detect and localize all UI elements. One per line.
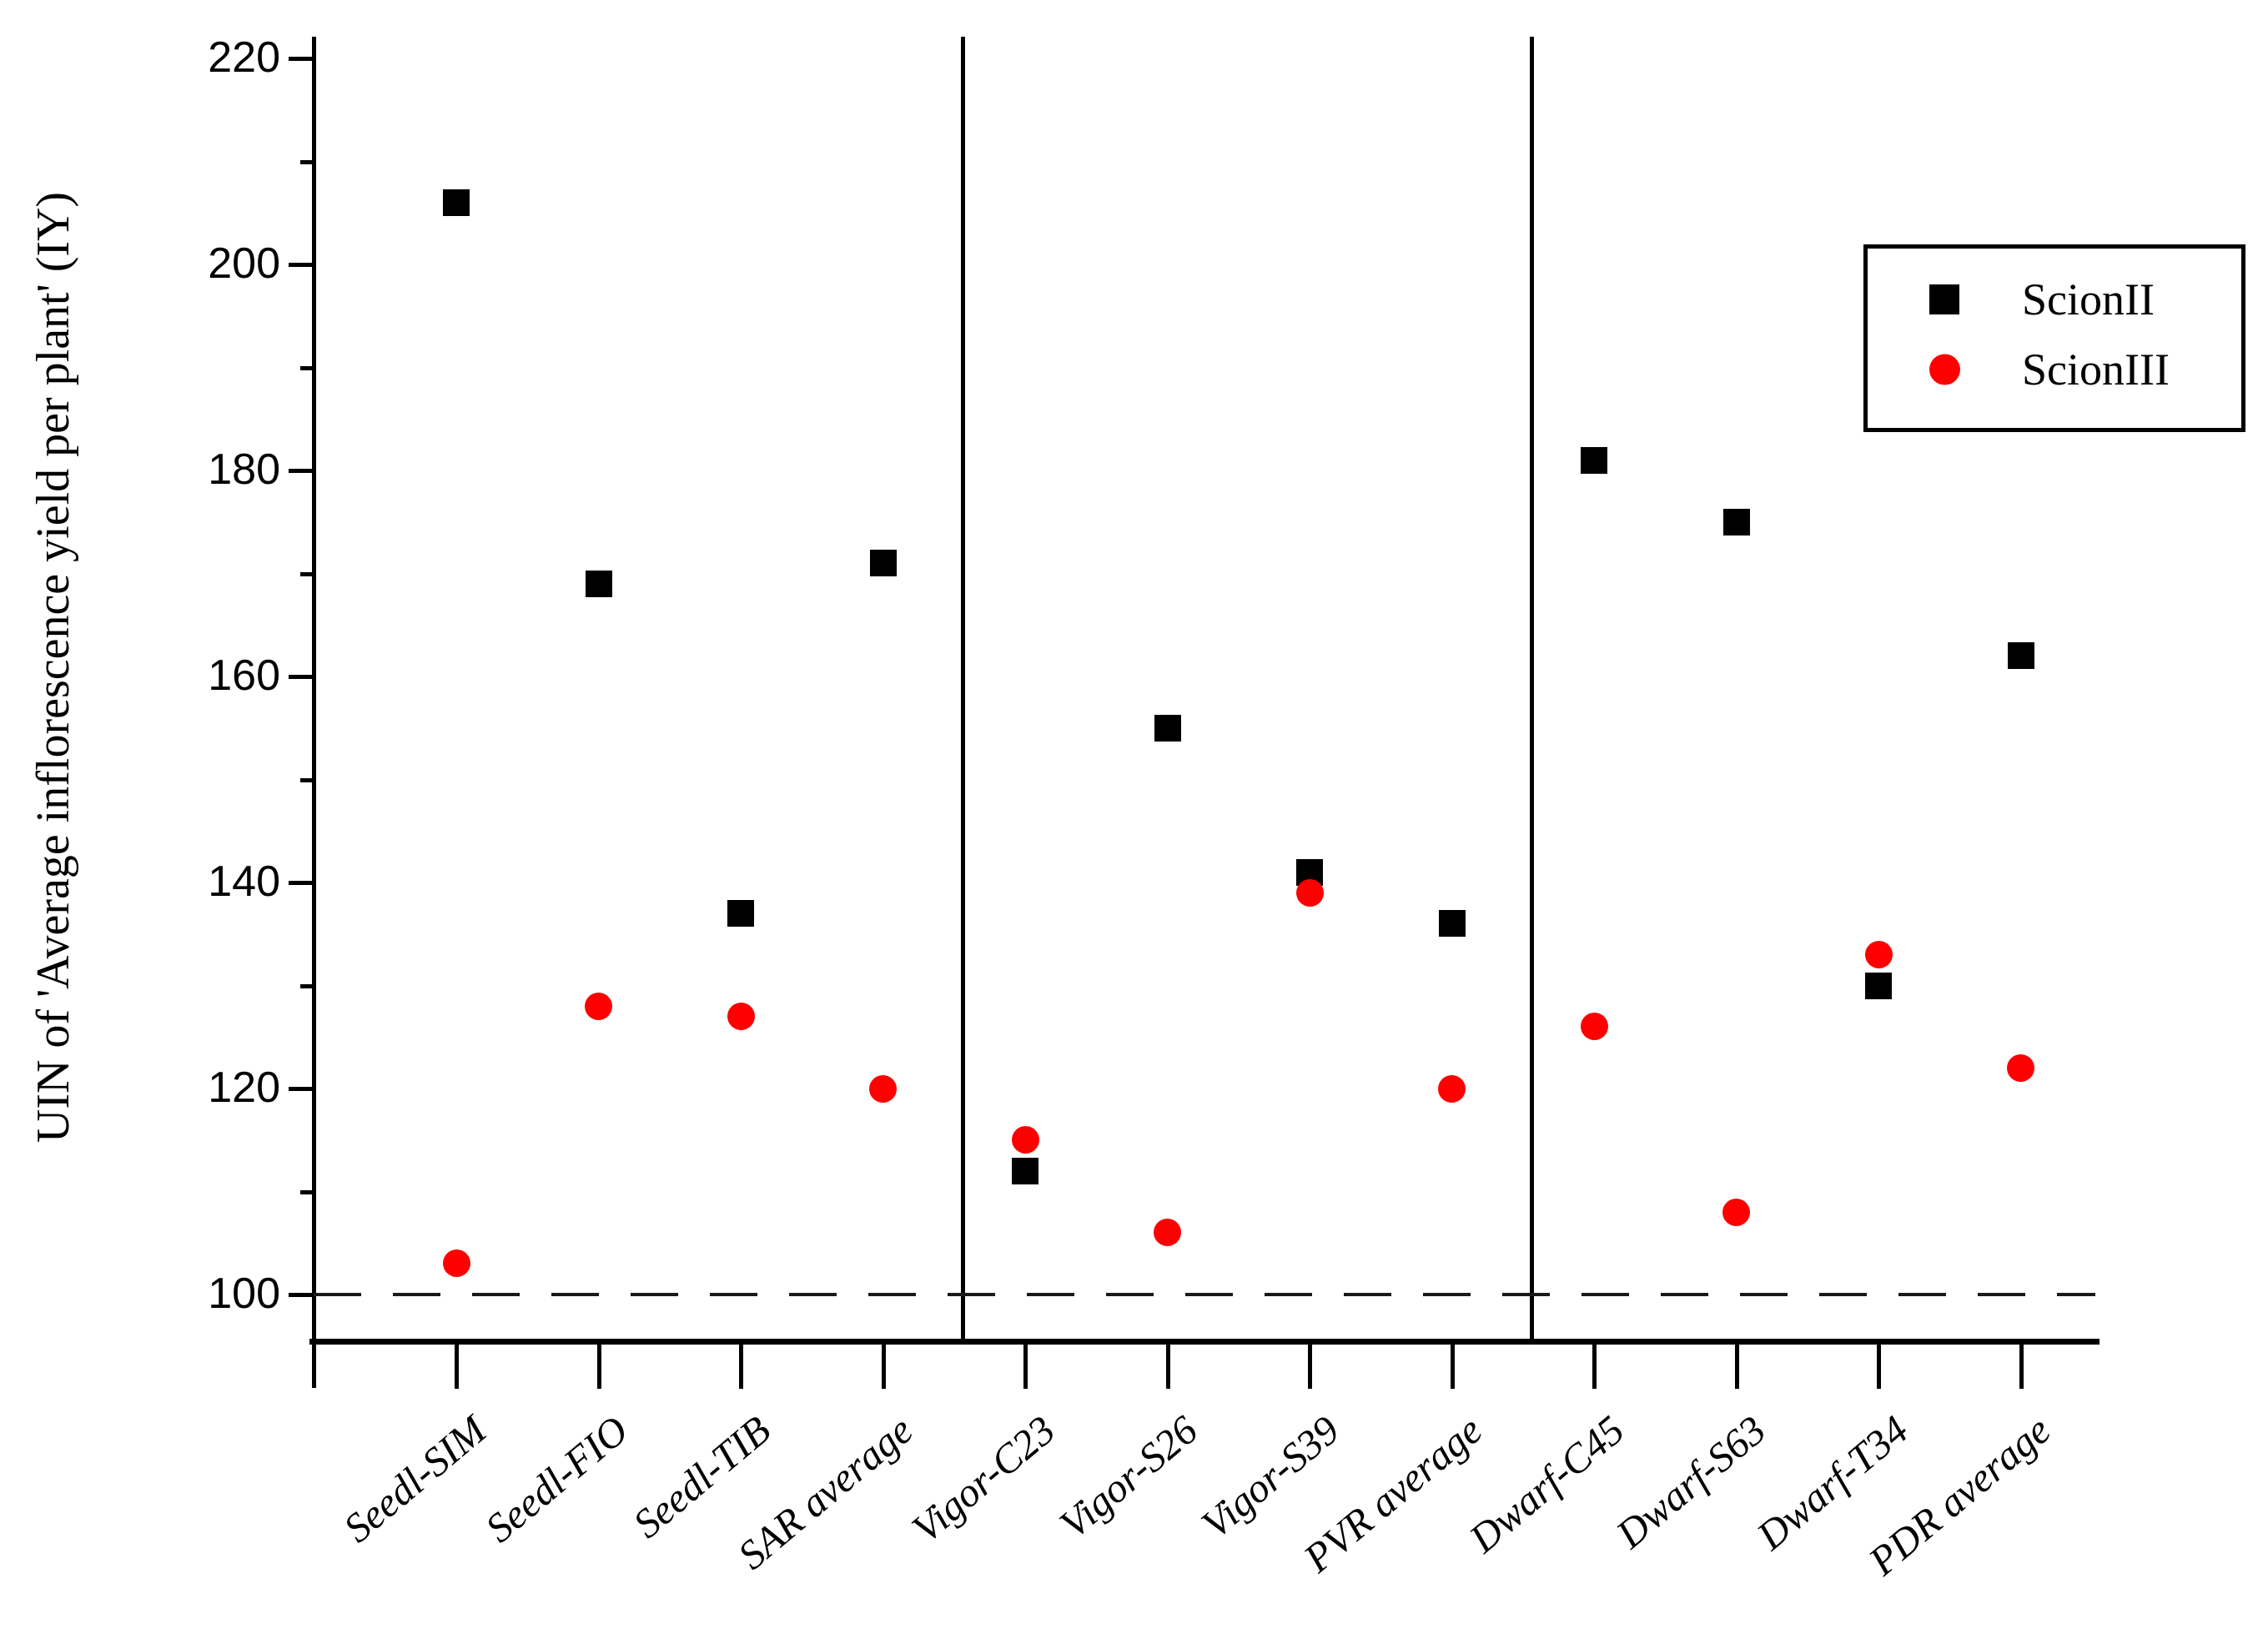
y-major-tick [289,881,314,885]
legend-box: ScionII ScionIII [1863,244,2245,432]
data-point-scionii-vigor-s26 [1154,714,1181,742]
y-minor-tick [300,159,314,164]
data-point-scionii-seedl-tib [727,900,754,928]
y-minor-tick [300,1189,314,1194]
x-category-label: Vigor-S26 [1050,1406,1206,1548]
x-category-tick [2019,1345,2024,1389]
data-point-scionii-dwarf-c45 [1581,446,1607,474]
x-category-label: Seedl-SIM [334,1406,495,1551]
x-category-tick [1308,1345,1312,1389]
x-category-tick [1450,1345,1455,1389]
data-point-scionii-dwarf-t34 [1865,972,1892,999]
y-tick-label: 200 [208,239,280,288]
data-point-scioniii-pdr-average [2007,1053,2034,1082]
data-point-scionii-vigor-c23 [1012,1157,1038,1184]
x-category-label: Seedl-FIO [476,1406,637,1551]
data-point-scionii-seedl-sim [443,189,470,216]
y-minor-tick [300,365,314,370]
group-divider-line [1529,37,1534,1341]
x-category-tick [881,1345,886,1389]
group-divider-line [960,37,965,1341]
y-major-tick [289,1087,314,1091]
y-tick-label: 180 [208,445,280,494]
x-category-tick [739,1345,743,1389]
x-category-label: Dwarf-S63 [1607,1406,1775,1557]
x-category-label: Vigor-C23 [903,1406,1064,1552]
data-point-scioniii-sar-average [869,1074,897,1103]
y-tick-label: 120 [208,1063,280,1112]
x-axis-line [309,1339,2100,1345]
y-major-tick [289,263,314,267]
legend-item-scionii: ScionII [1868,270,2241,329]
x-category-tick [1877,1345,1881,1389]
y-tick-label: 100 [208,1270,280,1318]
x-category-label: Dwarf-C45 [1460,1406,1633,1562]
data-point-scioniii-pvr-average [1438,1074,1466,1103]
y-tick-label: 160 [208,651,280,700]
x-category-tick [1734,1345,1739,1389]
data-point-scioniii-seedl-sim [442,1249,470,1278]
y-axis-title: UIN of 'Average inflorescence yield per … [28,191,79,1144]
x-category-tick [455,1345,459,1389]
data-point-scioniii-dwarf-s63 [1722,1198,1750,1226]
data-point-scioniii-vigor-s26 [1154,1219,1181,1247]
data-point-scioniii-vigor-s39 [1295,878,1324,907]
y-major-tick [289,1293,314,1297]
data-point-scioniii-vigor-c23 [1011,1126,1039,1154]
data-point-scioniii-dwarf-c45 [1580,1013,1608,1041]
legend-label: ScionIII [2022,344,2170,395]
legend-label: ScionII [2022,274,2155,324]
data-point-scioniii-seedl-tib [727,1003,755,1031]
x-category-tick [1165,1345,1170,1389]
y-major-tick [289,469,314,473]
x-category-tick [596,1345,601,1389]
y-tick-label: 220 [208,33,280,82]
data-point-scionii-sar-average [869,550,897,577]
data-point-scionii-pdr-average [2007,642,2034,670]
x-category-tick [1592,1345,1597,1389]
data-point-scioniii-dwarf-t34 [1864,940,1893,968]
y-minor-tick [300,777,314,782]
reference-line-100 [314,1293,2095,1296]
legend-item-scioniii: ScionIII [1868,340,2241,399]
y-major-tick [289,57,314,61]
x-category-tick [1023,1345,1028,1389]
y-minor-tick [300,983,314,988]
data-point-scionii-pvr-average [1438,910,1466,938]
scioniii-circle-marker-icon [1929,354,1960,385]
data-point-scioniii-seedl-fio [585,992,612,1020]
y-minor-tick [300,571,314,576]
scionii-square-marker-icon [1929,284,1959,314]
y-axis-line [312,37,316,1388]
data-point-scionii-seedl-fio [585,570,612,597]
data-point-scionii-dwarf-s63 [1722,508,1750,535]
y-tick-label: 140 [208,857,280,906]
y-major-tick [289,675,314,679]
